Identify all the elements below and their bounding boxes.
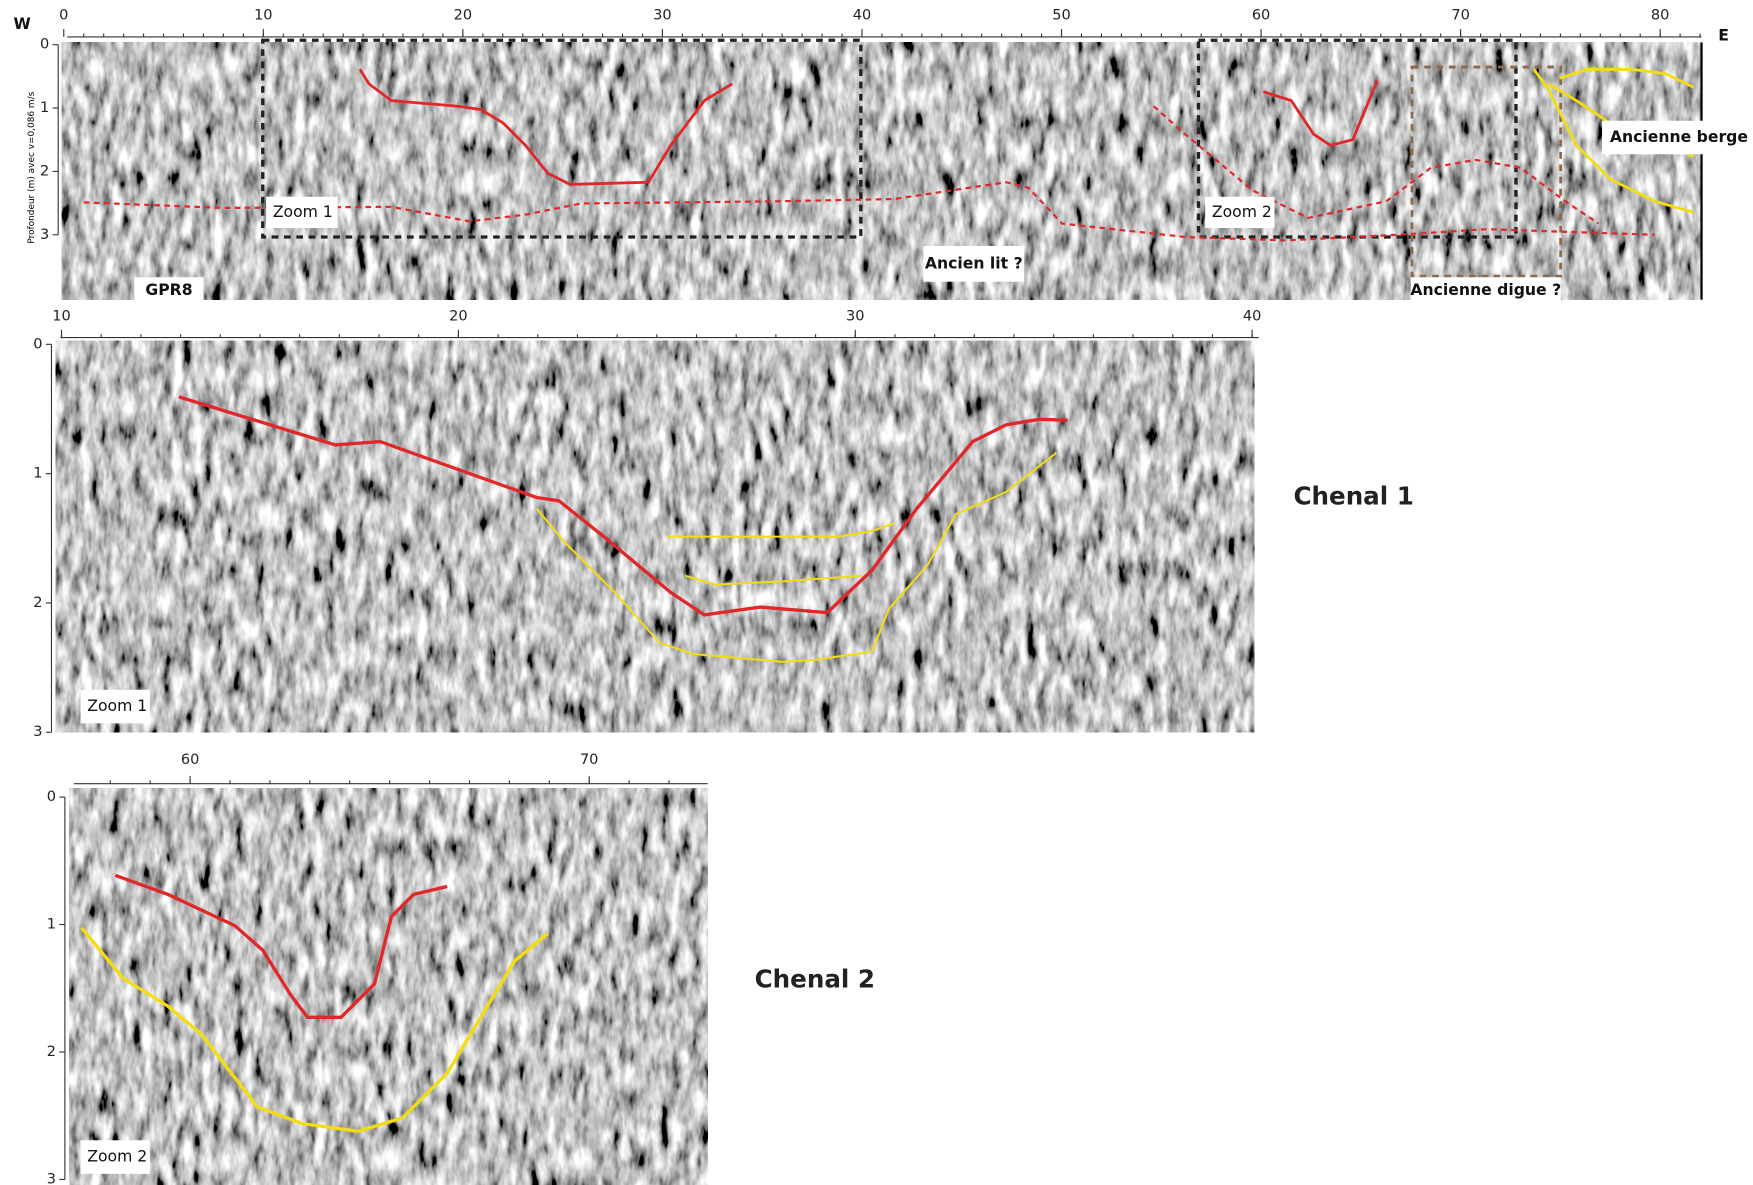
old-bed-line [83, 181, 1655, 242]
label-box [923, 245, 1025, 282]
zoom1-box [261, 38, 863, 239]
fill-line [80, 926, 549, 1134]
y-tick-label: 3 [47, 1171, 56, 1185]
east-label: E [1718, 25, 1729, 44]
annotation: Ancienne digue ? [1410, 280, 1561, 299]
zoom-label: Zoom 2 [87, 1147, 147, 1166]
channel-line [178, 395, 1068, 617]
y-tick-label: 0 [33, 336, 42, 352]
y-tick-label: 2 [40, 163, 49, 179]
zoom-label: Zoom 2 [1212, 202, 1272, 221]
annotation: Ancien lit ? [925, 253, 1023, 272]
label-box [266, 196, 338, 229]
x-tick-label: 30 [846, 308, 864, 324]
x-tick-label: 20 [449, 308, 467, 324]
x-tick-label: 60 [181, 752, 199, 768]
profile-label: GPR8 [145, 280, 192, 299]
x-tick-label: 30 [653, 8, 671, 24]
fill-line [667, 522, 895, 538]
y-tick-label: 0 [47, 789, 56, 805]
label-box [1205, 196, 1275, 229]
y-tick-label: 3 [33, 724, 42, 740]
zoom1-interpretation [178, 395, 1068, 663]
digue-box [1410, 65, 1563, 278]
zoom-label: Zoom 1 [87, 696, 147, 715]
y-tick-label: 0 [40, 37, 49, 53]
y-tick-label: 1 [33, 466, 42, 482]
x-tick-label: 80 [1651, 8, 1669, 24]
annotation: Ancienne berge ? [1610, 127, 1753, 146]
radargram [69, 788, 708, 1185]
x-tick-label: 10 [254, 8, 272, 24]
radargram [61, 42, 1702, 300]
panel-title: Chenal 2 [755, 964, 875, 993]
y-tick-label: 1 [47, 917, 56, 933]
y-axis-label: Profondeur (m) avec v=0,086 m/s [27, 91, 37, 243]
bank-line [1532, 68, 1695, 214]
west-label: W [13, 14, 30, 33]
x-tick-label: 70 [1451, 8, 1469, 24]
x-tick-label: 40 [1243, 308, 1261, 324]
fill-line [685, 574, 861, 586]
zoom-label: Zoom 1 [273, 202, 333, 221]
label-box [1602, 120, 1750, 155]
label-box [1410, 277, 1561, 305]
radargram [55, 340, 1255, 733]
x-tick-label: 70 [580, 752, 598, 768]
panel-title: Chenal 1 [1293, 481, 1413, 510]
x-tick-label: 50 [1052, 8, 1070, 24]
x-tick-label: 60 [1252, 8, 1270, 24]
fill-line [535, 451, 1058, 663]
y-tick-label: 2 [47, 1044, 56, 1060]
levee-line [1153, 105, 1600, 225]
channel-line [358, 68, 734, 186]
label-box [134, 277, 204, 302]
channel-line [1262, 79, 1379, 147]
y-tick-label: 3 [40, 227, 49, 243]
channel-line [114, 873, 448, 1019]
x-tick-label: 20 [454, 8, 472, 24]
x-tick-label: 40 [853, 8, 871, 24]
label-box [80, 1140, 150, 1174]
zoom2-interpretation [80, 873, 549, 1134]
label-box [80, 689, 150, 724]
x-tick-label: 0 [59, 8, 68, 24]
y-tick-label: 2 [33, 595, 42, 611]
bank-line [1559, 67, 1695, 89]
x-tick-label: 10 [52, 308, 70, 324]
y-tick-label: 1 [40, 100, 49, 116]
